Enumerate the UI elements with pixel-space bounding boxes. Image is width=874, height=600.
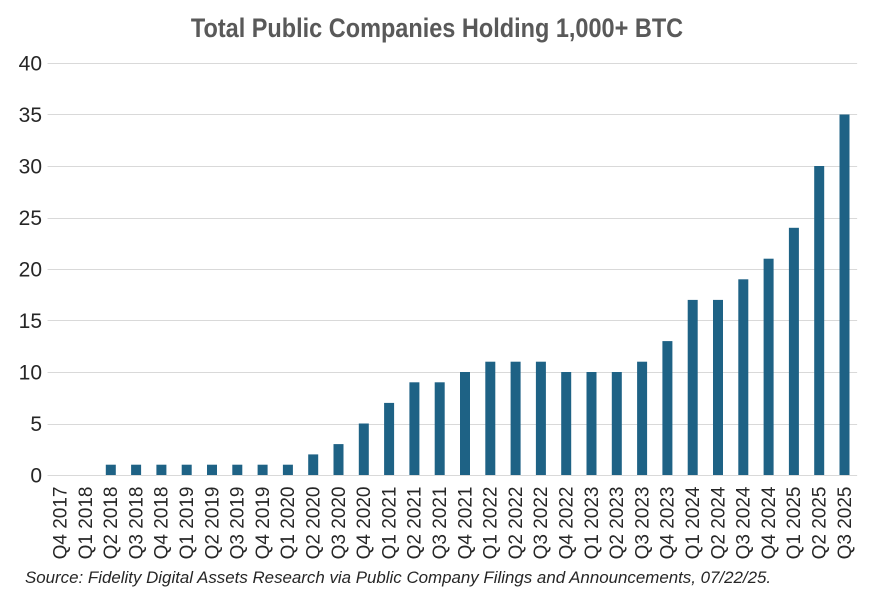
svg-text:Q1 2022: Q1 2022 <box>481 487 502 560</box>
svg-text:Total Public Companies Holding: Total Public Companies Holding 1,000+ BT… <box>191 14 683 44</box>
svg-text:Source: Fidelity Digital Asset: Source: Fidelity Digital Assets Research… <box>25 568 771 587</box>
svg-text:Q1 2024: Q1 2024 <box>683 486 704 559</box>
svg-text:15: 15 <box>19 310 42 333</box>
svg-text:Q1 2025: Q1 2025 <box>784 487 805 560</box>
svg-text:Q2 2022: Q2 2022 <box>506 487 527 560</box>
svg-text:Q4 2023: Q4 2023 <box>658 487 679 560</box>
svg-text:Q3 2024: Q3 2024 <box>734 486 755 559</box>
svg-text:Q2 2019: Q2 2019 <box>202 487 223 560</box>
svg-text:30: 30 <box>19 156 42 179</box>
svg-text:35: 35 <box>19 104 42 127</box>
svg-text:Q1 2023: Q1 2023 <box>582 487 603 560</box>
svg-text:Q4 2021: Q4 2021 <box>455 487 476 560</box>
svg-text:40: 40 <box>19 53 42 76</box>
svg-text:Q3 2019: Q3 2019 <box>228 487 249 560</box>
svg-text:Q4 2024: Q4 2024 <box>759 486 780 559</box>
svg-text:Q1 2021: Q1 2021 <box>379 487 400 560</box>
svg-text:Q2 2021: Q2 2021 <box>405 487 426 560</box>
svg-text:Q1 2018: Q1 2018 <box>76 487 97 560</box>
svg-text:Q3 2018: Q3 2018 <box>126 487 147 560</box>
svg-text:Q1 2020: Q1 2020 <box>278 487 299 560</box>
svg-text:20: 20 <box>19 259 42 282</box>
svg-text:Q4 2020: Q4 2020 <box>354 487 375 560</box>
svg-text:Q3 2021: Q3 2021 <box>430 487 451 560</box>
svg-text:Q2 2025: Q2 2025 <box>810 487 831 560</box>
svg-text:Q3 2020: Q3 2020 <box>329 487 350 560</box>
svg-text:Q4 2019: Q4 2019 <box>253 487 274 560</box>
svg-text:Q2 2023: Q2 2023 <box>607 487 628 560</box>
svg-text:Q4 2018: Q4 2018 <box>152 487 173 560</box>
svg-text:Q2 2018: Q2 2018 <box>101 487 122 560</box>
svg-text:0: 0 <box>30 465 42 488</box>
svg-text:Q4 2022: Q4 2022 <box>557 487 578 560</box>
svg-text:Q2 2020: Q2 2020 <box>304 487 325 560</box>
svg-text:Q1 2019: Q1 2019 <box>177 487 198 560</box>
svg-text:Q3 2022: Q3 2022 <box>531 487 552 560</box>
svg-text:10: 10 <box>19 362 42 385</box>
svg-text:25: 25 <box>19 207 42 230</box>
svg-text:Q3 2023: Q3 2023 <box>632 487 653 560</box>
svg-text:Q3 2025: Q3 2025 <box>835 487 856 560</box>
svg-text:Q4 2017: Q4 2017 <box>51 487 72 560</box>
svg-text:5: 5 <box>30 413 42 436</box>
svg-text:Q2 2024: Q2 2024 <box>708 486 729 559</box>
